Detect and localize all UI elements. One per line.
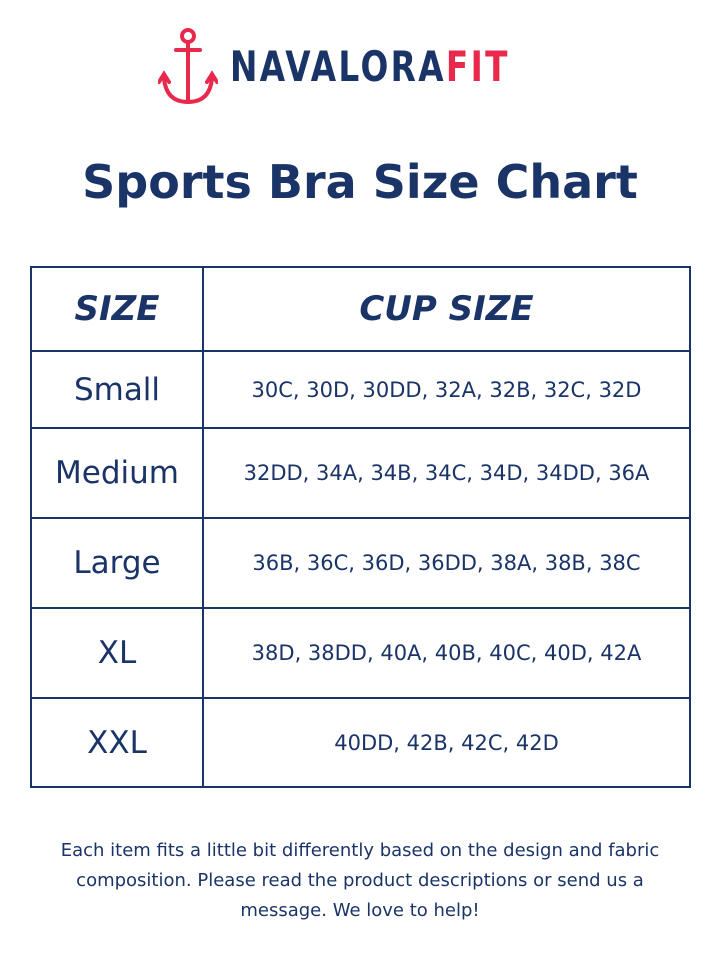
cup-cell: 36B, 36C, 36D, 36DD, 38A, 38B, 38C bbox=[202, 517, 691, 609]
brand-name: NAVALORAFIT bbox=[230, 42, 510, 91]
size-chart-table: SIZE CUP SIZE Small 30C, 30D, 30DD, 32A, … bbox=[30, 266, 691, 788]
table-row: XL 38D, 38DD, 40A, 40B, 40C, 40D, 42A bbox=[30, 607, 691, 699]
page-title: Sports Bra Size Chart bbox=[82, 155, 638, 209]
brand-name-accent: FIT bbox=[445, 42, 510, 91]
size-cell: XL bbox=[30, 607, 204, 699]
table-header-row: SIZE CUP SIZE bbox=[30, 266, 691, 352]
header-cup-size: CUP SIZE bbox=[202, 266, 691, 352]
size-cell: Medium bbox=[30, 427, 204, 519]
fit-note: Each item fits a little bit differently … bbox=[60, 840, 660, 921]
table-row: Medium 32DD, 34A, 34B, 34C, 34D, 34DD, 36… bbox=[30, 427, 691, 519]
anchor-icon bbox=[158, 28, 218, 105]
table-row: Large 36B, 36C, 36D, 36DD, 38A, 38B, 38C bbox=[30, 517, 691, 609]
size-cell: Small bbox=[30, 350, 204, 429]
brand-name-primary: NAVALORA bbox=[230, 42, 446, 91]
table-row: XXL 40DD, 42B, 42C, 42D bbox=[30, 697, 691, 788]
header-size: SIZE bbox=[30, 266, 204, 352]
cup-cell: 38D, 38DD, 40A, 40B, 40C, 40D, 42A bbox=[202, 607, 691, 699]
cup-cell: 30C, 30D, 30DD, 32A, 32B, 32C, 32D bbox=[202, 350, 691, 429]
table-row: Small 30C, 30D, 30DD, 32A, 32B, 32C, 32D bbox=[30, 350, 691, 429]
cup-cell: 32DD, 34A, 34B, 34C, 34D, 34DD, 36A bbox=[202, 427, 691, 519]
brand-logo: NAVALORAFIT bbox=[158, 26, 507, 106]
size-cell: XXL bbox=[30, 697, 204, 788]
size-cell: Large bbox=[30, 517, 204, 609]
cup-cell: 40DD, 42B, 42C, 42D bbox=[202, 697, 691, 788]
